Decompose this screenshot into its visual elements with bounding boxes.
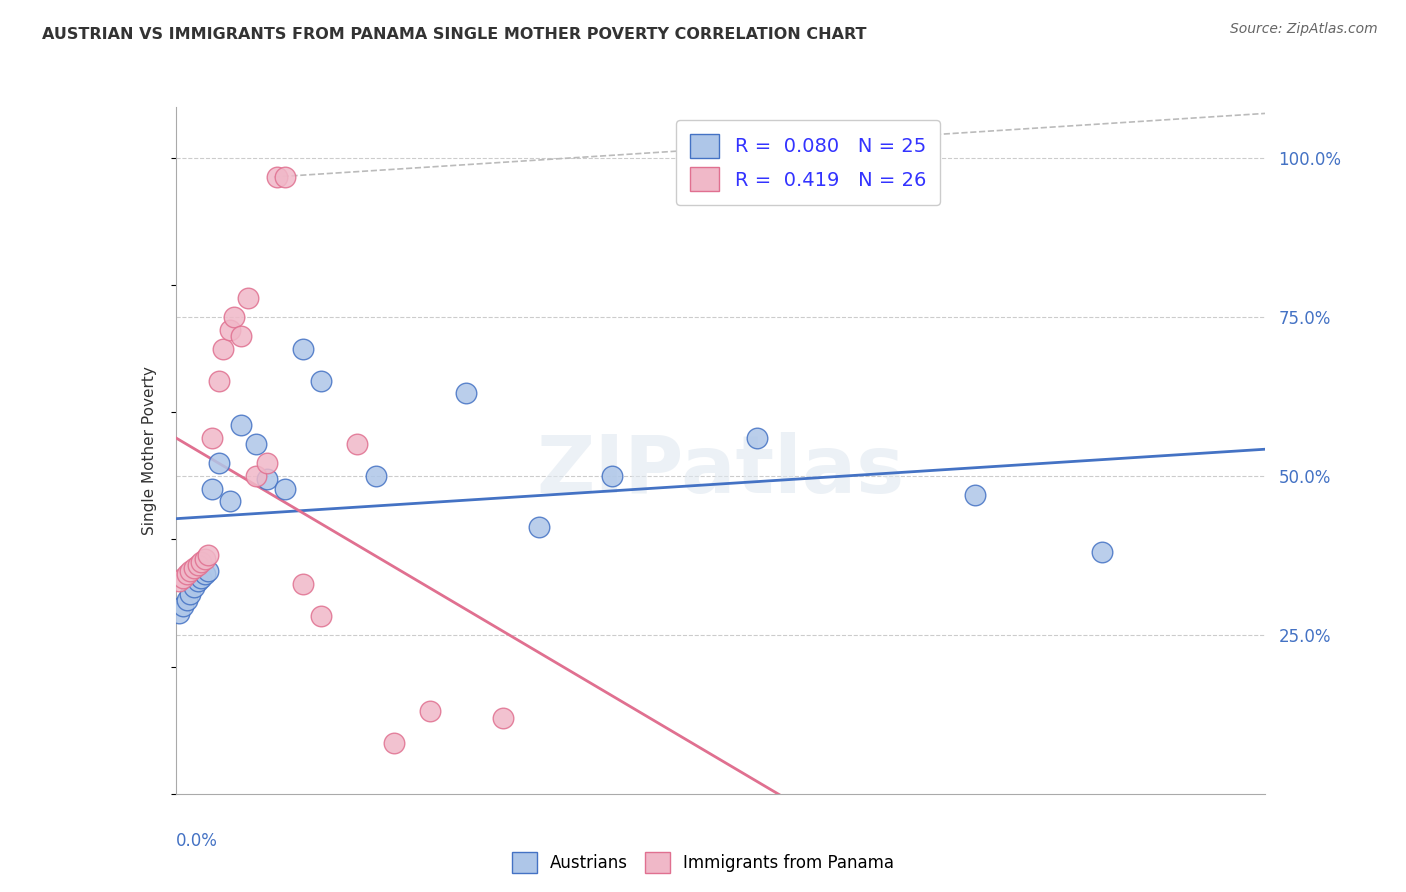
Text: 0.0%: 0.0% (176, 831, 218, 850)
Point (231, 329, 253, 343)
Point (176, 567, 198, 582)
Point (186, 574, 209, 588)
Point (201, 482, 224, 496)
Point (212, 342, 235, 356)
Point (183, 580, 205, 594)
Point (169, 606, 191, 620)
Point (346, 437, 368, 451)
Point (231, 417, 253, 432)
Point (1091, 545, 1114, 559)
Point (238, 291, 260, 305)
Legend: R =  0.080   N = 25, R =  0.419   N = 26: R = 0.080 N = 25, R = 0.419 N = 26 (676, 120, 939, 204)
Point (364, 469, 387, 483)
Point (492, 710, 515, 724)
Point (291, 342, 314, 356)
Point (245, 469, 267, 483)
Point (309, 374, 332, 388)
Y-axis label: Single Mother Poverty: Single Mother Poverty (142, 366, 157, 535)
Point (745, 431, 768, 445)
Point (172, 599, 194, 614)
Point (222, 310, 245, 324)
Point (183, 561, 205, 575)
Point (197, 564, 219, 578)
Point (169, 574, 191, 588)
Point (266, 169, 288, 184)
Legend: Austrians, Immigrants from Panama: Austrians, Immigrants from Panama (505, 846, 901, 880)
Point (600, 469, 623, 483)
Point (194, 551, 217, 566)
Point (197, 549, 219, 563)
Point (256, 472, 278, 486)
Point (190, 571, 212, 585)
Point (219, 494, 242, 508)
Point (194, 567, 217, 582)
Point (291, 577, 314, 591)
Text: Source: ZipAtlas.com: Source: ZipAtlas.com (1230, 22, 1378, 37)
Point (527, 520, 550, 534)
Point (179, 564, 201, 578)
Point (456, 386, 478, 401)
Point (274, 482, 297, 496)
Point (186, 558, 209, 572)
Point (219, 323, 242, 337)
Point (190, 555, 212, 569)
Point (963, 488, 986, 502)
Text: ZIPatlas: ZIPatlas (537, 432, 904, 510)
Point (256, 456, 278, 470)
Point (176, 593, 198, 607)
Point (309, 608, 332, 623)
Point (179, 586, 201, 600)
Point (172, 571, 194, 585)
Point (208, 456, 231, 470)
Point (201, 431, 224, 445)
Point (208, 374, 231, 388)
Point (274, 169, 297, 184)
Point (382, 736, 405, 750)
Text: AUSTRIAN VS IMMIGRANTS FROM PANAMA SINGLE MOTHER POVERTY CORRELATION CHART: AUSTRIAN VS IMMIGRANTS FROM PANAMA SINGL… (42, 27, 866, 42)
Point (419, 704, 441, 718)
Point (245, 437, 267, 451)
